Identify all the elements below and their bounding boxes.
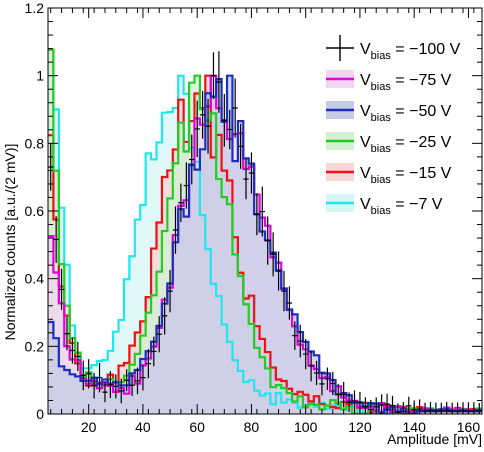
- legend-entry-1: Vbias = −100 V: [326, 35, 461, 62]
- legend-label: Vbias = −15 V: [360, 165, 452, 186]
- y-tick-label: 1.2: [25, 0, 45, 16]
- x-tick-label: 40: [135, 419, 151, 435]
- y-tick-label: 0.6: [25, 203, 45, 219]
- legend-entry-5: Vbias = −15 V: [326, 163, 452, 186]
- y-tick-label: 0.2: [25, 338, 45, 354]
- x-axis-title: Amplitude [mV]: [387, 431, 482, 447]
- series-errorbars-1: [48, 51, 482, 414]
- series-fill-4: [48, 49, 482, 414]
- x-tick-label: 100: [294, 419, 318, 435]
- y-tick-label: 0.8: [25, 135, 45, 151]
- axes-layer: 20 40 60 80 100 120 140 160 0 0.2 0.4 0.6 0.8 1 1.2: [25, 0, 483, 435]
- legend-label: Vbias = −25 V: [360, 134, 452, 155]
- y-tick-label: 0.4: [25, 271, 45, 287]
- y-axis-title: Normalized counts [a.u./(2 mV)]: [2, 144, 18, 341]
- x-tick-label: 20: [81, 419, 97, 435]
- legend: Vbias = −100 V Vbias = −75 V Vbias = −50 V…: [326, 35, 461, 217]
- x-tick-label: 60: [189, 419, 205, 435]
- x-tick-label: 160: [457, 419, 481, 435]
- legend-entry-2: Vbias = −75 V: [326, 70, 452, 93]
- legend-entry-4: Vbias = −25 V: [326, 132, 452, 155]
- legend-label: Vbias = −75 V: [360, 72, 452, 93]
- x-tick-label: 120: [348, 419, 372, 435]
- x-tick-label: 80: [244, 419, 260, 435]
- legend-entry-6: Vbias = −7 V: [326, 194, 443, 217]
- legend-label: Vbias = −100 V: [360, 41, 461, 62]
- y-tick-label: 0: [36, 406, 44, 422]
- legend-label: Vbias = −7 V: [360, 196, 443, 217]
- lines-layer: [48, 48, 482, 414]
- y-tick-label: 1: [36, 68, 44, 84]
- x-tick-label: 140: [403, 419, 427, 435]
- legend-entry-3: Vbias = −50 V: [326, 101, 452, 124]
- legend-label: Vbias = −50 V: [360, 103, 452, 124]
